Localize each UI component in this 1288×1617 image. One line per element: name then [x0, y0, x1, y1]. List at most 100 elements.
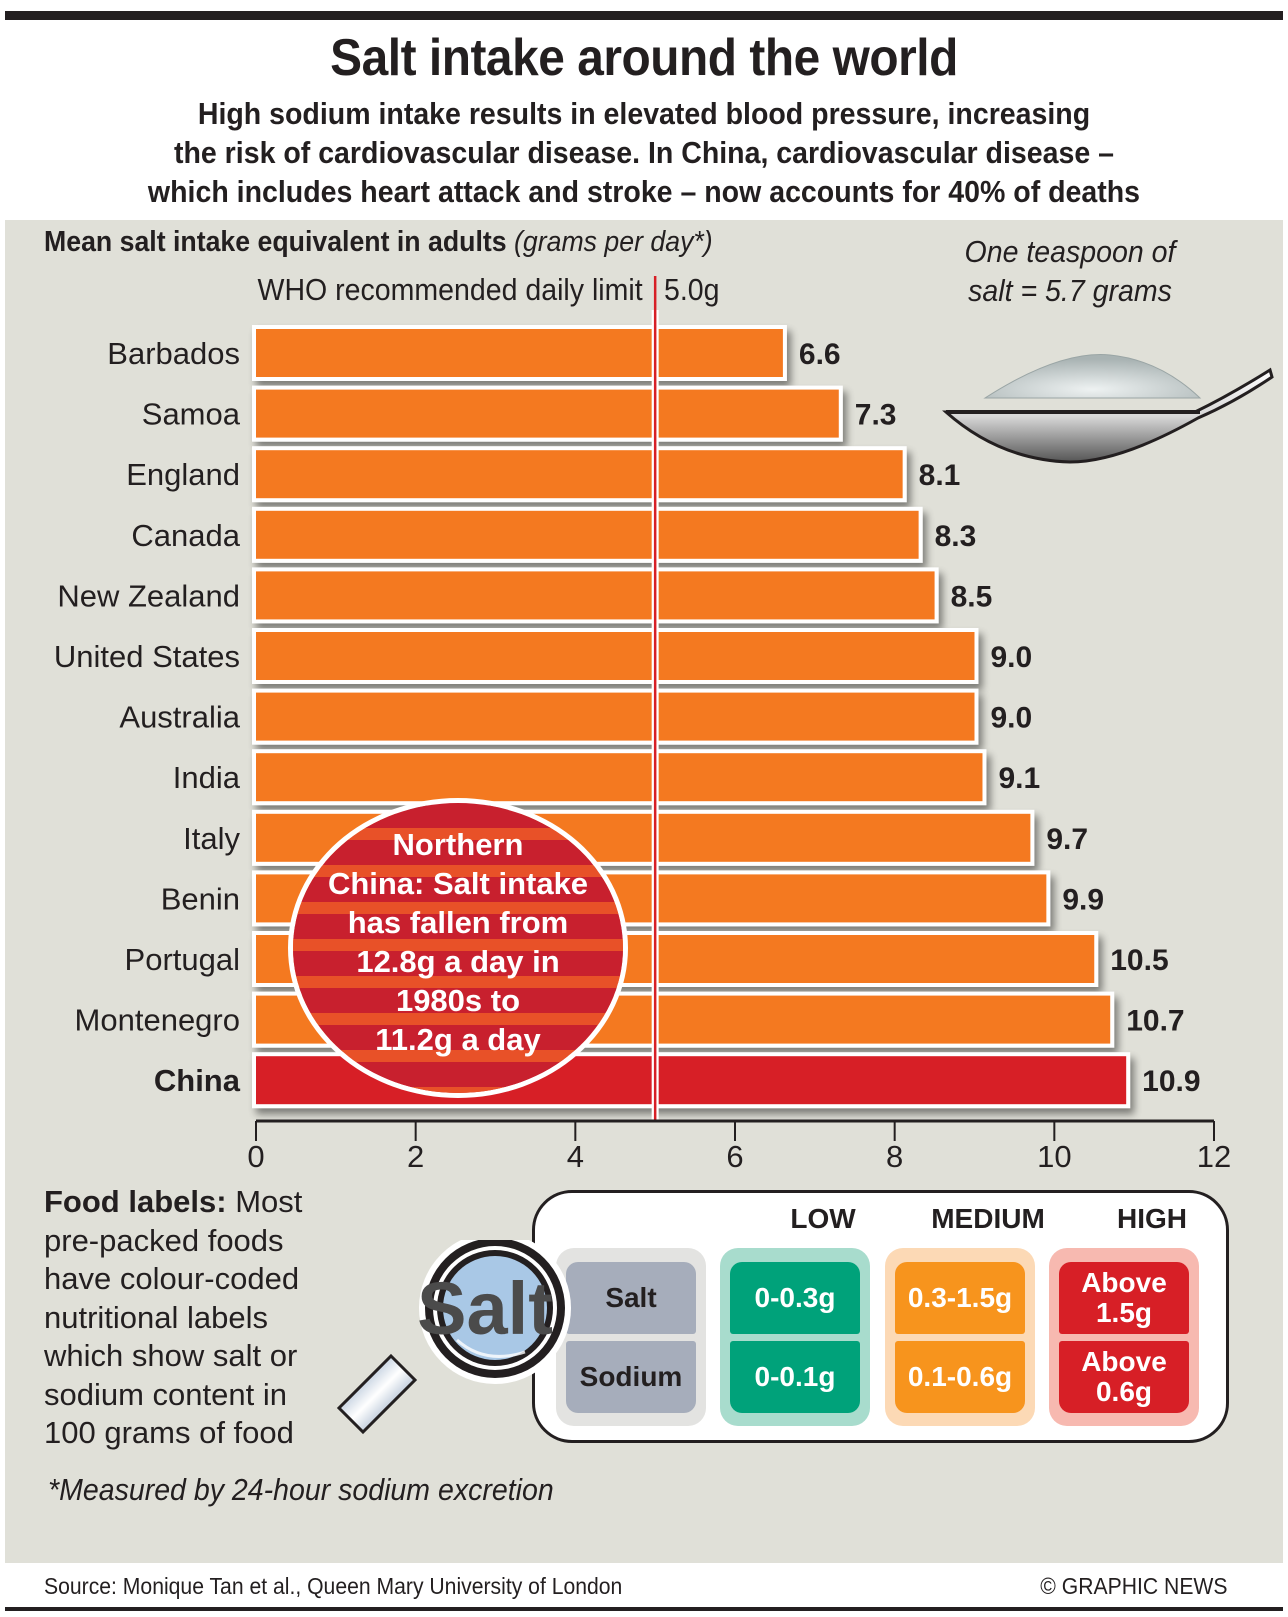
bar — [256, 329, 783, 377]
low-salt-value: 0-0.3g — [730, 1262, 860, 1334]
category-label: Portugal — [125, 942, 240, 977]
chart-title-main: Mean salt intake equivalent in adults — [44, 226, 507, 258]
row-label-sodium: Sodium — [566, 1341, 696, 1413]
bar — [256, 510, 919, 559]
category-label: Italy — [183, 821, 240, 856]
callout-text: Northern China: Salt intake has fallen f… — [293, 825, 623, 1059]
who-limit-value: 5.0g — [664, 272, 720, 307]
high-sodium-value: Above 0.6g — [1059, 1341, 1189, 1413]
teaspoon-note-line: salt = 5.7 grams — [968, 273, 1172, 308]
food-labels-text-first: Most — [226, 1184, 303, 1219]
bar-row: India 9.1 — [173, 749, 1040, 806]
teaspoon-note: One teaspoon of salt = 5.7 grams — [941, 232, 1199, 310]
row-labels-column: Salt Sodium — [556, 1248, 706, 1426]
value-label: 6.6 — [799, 338, 841, 371]
magnifying-glass-icon: Salt — [336, 1240, 571, 1435]
value-label: 9.9 — [1062, 883, 1104, 916]
value-label: 8.3 — [935, 520, 977, 553]
page-title: Salt intake around the world — [330, 29, 958, 87]
food-labels-line: 100 grams of food — [44, 1415, 294, 1450]
callout-line: China: Salt intake — [327, 866, 589, 901]
x-tick-label: 8 — [886, 1139, 903, 1174]
source-credit: Source: Monique Tan et al., Queen Mary U… — [44, 1573, 623, 1599]
chart-title-unit: (grams per day*) — [514, 226, 713, 258]
chart-title: Mean salt intake equivalent in adults (g… — [44, 226, 713, 259]
medium-salt-value: 0.3-1.5g — [895, 1262, 1025, 1334]
category-label: New Zealand — [57, 578, 240, 613]
bar-row: England 8.1 — [126, 446, 960, 503]
category-label: China — [154, 1063, 241, 1098]
bar — [256, 692, 975, 741]
northern-china-callout: Northern China: Salt intake has fallen f… — [288, 798, 628, 1098]
bar-row: Australia 9.0 — [119, 688, 1033, 745]
who-limit-label: WHO recommended daily limit — [257, 272, 643, 307]
level-name: MEDIUM — [931, 1203, 1045, 1234]
category-label: India — [173, 760, 241, 795]
bar — [256, 632, 975, 680]
magnifier-text: Salt — [417, 1267, 553, 1350]
bottom-rule — [5, 1607, 1283, 1611]
x-tick-label: 0 — [247, 1139, 264, 1174]
value-label: 9.1 — [998, 762, 1040, 795]
x-axis: 0 2 4 6 8 10 12 — [247, 1119, 1231, 1174]
bar-row: United States 9.0 — [54, 628, 1032, 684]
bar — [256, 450, 903, 499]
food-labels-line: nutritional labels — [44, 1299, 269, 1335]
callout-background — [293, 803, 623, 1093]
bar — [256, 389, 839, 438]
low-column: 0-0.3g 0-0.1g — [720, 1248, 870, 1426]
bar-row: Montenegro 10.7 — [75, 991, 1185, 1048]
category-label: Australia — [119, 700, 240, 735]
food-labels-line: pre-packed foods — [44, 1222, 284, 1258]
value-label: 10.9 — [1142, 1065, 1200, 1098]
salt-teaspoon-icon — [942, 354, 1274, 464]
category-label: Barbados — [107, 336, 240, 371]
high-salt-value: Above 1.5g — [1059, 1262, 1189, 1334]
subtitle-line: High sodium intake results in elevated b… — [197, 96, 1091, 131]
low-sodium-value: 0-0.1g — [730, 1341, 860, 1413]
level-name: HIGH — [1117, 1203, 1187, 1234]
footnote: *Measured by 24-hour sodium excretion — [48, 1472, 554, 1507]
subtitle-line: which includes heart attack and stroke –… — [147, 174, 1141, 209]
row-label-salt: Salt — [566, 1262, 696, 1334]
level-high-heading: HIGH — [1067, 1203, 1237, 1235]
bar — [256, 753, 983, 802]
x-tick-label: 2 — [407, 1139, 424, 1174]
copyright: © GRAPHIC NEWS — [1040, 1573, 1228, 1599]
food-labels-line: sodium content in — [44, 1376, 287, 1412]
food-labels-text: Food labels: Most pre-packed foods have … — [44, 1183, 364, 1453]
top-rule — [5, 11, 1283, 20]
teaspoon-note-line: One teaspoon of — [964, 234, 1176, 269]
category-label: Benin — [161, 881, 240, 916]
category-label: England — [126, 457, 240, 492]
level-name: LOW — [790, 1203, 856, 1234]
high-column: Above 1.5g Above 0.6g — [1049, 1248, 1199, 1426]
value-label: 10.7 — [1126, 1005, 1184, 1038]
value-label: 9.7 — [1046, 823, 1088, 856]
level-medium-heading: MEDIUM — [903, 1203, 1073, 1235]
bar-row: Barbados 6.6 — [107, 325, 841, 381]
bars-layer: Barbados 6.6 Samoa 7.3 England 8.1 Canada 8.3 Ne… — [54, 276, 1201, 1120]
x-tick-label: 6 — [726, 1139, 743, 1174]
page-subtitle: High sodium intake results in elevated b… — [52, 94, 1237, 211]
medium-sodium-value: 0.1-0.6g — [895, 1341, 1025, 1413]
x-tick-label: 12 — [1197, 1139, 1231, 1174]
food-labels-line: which show salt or — [44, 1338, 298, 1373]
value-label: 9.0 — [991, 641, 1033, 674]
value-label: 9.0 — [991, 702, 1033, 735]
value-label: 10.5 — [1110, 944, 1168, 977]
bar-row: New Zealand 8.5 — [57, 567, 993, 624]
food-labels-heading: Food labels: — [44, 1184, 227, 1219]
category-label: Canada — [131, 518, 240, 553]
medium-column: 0.3-1.5g 0.1-0.6g — [885, 1248, 1035, 1426]
category-label: United States — [54, 639, 240, 674]
callout-line: Northern — [392, 827, 524, 862]
x-tick-label: 10 — [1037, 1139, 1071, 1174]
level-low-heading: LOW — [738, 1203, 908, 1235]
bar-row: Canada 8.3 — [131, 506, 977, 563]
x-tick-label: 4 — [567, 1139, 584, 1174]
value-label: 8.5 — [951, 580, 993, 613]
food-labels-line: have colour-coded — [44, 1261, 300, 1296]
callout-line: 11.2g a day — [375, 1022, 541, 1057]
callout-line: 1980s to — [395, 983, 521, 1018]
